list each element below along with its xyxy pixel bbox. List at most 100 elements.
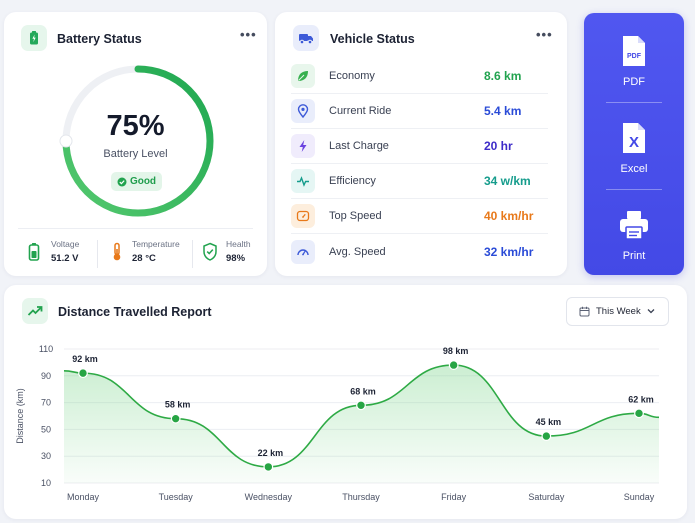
y-tick-label: 70 (41, 398, 51, 408)
data-label: 45 km (536, 417, 562, 427)
stat-label: Health (226, 239, 251, 249)
vehicle-row-economy: Economy 8.6 km (291, 59, 548, 94)
excel-badge-text: X (629, 134, 639, 151)
truck-icon (293, 25, 319, 51)
printer-icon (620, 211, 648, 240)
trending-up-icon (22, 298, 48, 324)
battery-percent: 75% (106, 110, 165, 142)
data-point (263, 462, 274, 472)
y-axis-label: Distance (km) (15, 388, 25, 444)
data-point (170, 413, 181, 424)
status-badge: Good (111, 172, 162, 191)
calendar-icon (579, 306, 590, 317)
leaf-icon (291, 64, 315, 88)
stat-label: Voltage (51, 239, 80, 249)
vehicle-row-top-speed: Top Speed 40 km/hr (291, 199, 548, 234)
x-tick-label: Monday (67, 492, 100, 502)
chevron-down-icon (647, 309, 655, 314)
battery-icon (28, 243, 40, 261)
export-excel-label: Excel (620, 163, 648, 175)
pdf-badge-text: PDF (627, 53, 642, 60)
y-tick-label: 10 (41, 478, 51, 488)
stat-value: 51.2 V (51, 253, 79, 264)
data-label: 62 km (628, 394, 654, 404)
vehicle-row-label: Efficiency (329, 175, 376, 187)
battery-level-label: Battery Level (103, 148, 168, 160)
pulse-icon (291, 169, 315, 193)
y-tick-label: 50 (41, 424, 51, 434)
divider (192, 240, 193, 268)
data-point (541, 431, 552, 441)
lightning-icon (291, 134, 315, 158)
export-pdf-label: PDF (623, 76, 645, 88)
week-range-dropdown[interactable]: This Week (566, 297, 669, 326)
stat-value: 98% (226, 253, 246, 264)
data-label: 22 km (258, 448, 284, 458)
vehicle-row-label: Economy (329, 70, 375, 82)
export-excel-button[interactable]: X Excel (584, 122, 684, 175)
y-tick-label: 90 (41, 371, 51, 381)
stat-temperature: Temperature 28 °C (110, 239, 180, 264)
vehicle-row-last-charge: Last Charge 20 hr (291, 129, 548, 164)
vehicle-status-card: Vehicle Status ••• Economy 8.6 km Curren… (275, 12, 567, 276)
vehicle-row-avg-speed: Avg. Speed 32 km/hr (291, 234, 548, 269)
export-pdf-button[interactable]: PDF PDF (584, 35, 684, 88)
export-print-button[interactable]: Print (584, 209, 684, 262)
battery-status-title: Battery Status (57, 32, 142, 46)
x-tick-label: Tuesday (159, 492, 194, 502)
data-label: 68 km (350, 386, 376, 396)
data-label: 92 km (72, 354, 98, 364)
data-point (356, 400, 366, 411)
divider (18, 228, 253, 229)
vehicle-row-value: 5.4 km (484, 104, 522, 118)
vehicle-menu-button[interactable]: ••• (536, 27, 553, 42)
vehicle-row-value: 8.6 km (484, 69, 522, 83)
week-range-label: This Week (596, 306, 641, 317)
battery-menu-button[interactable]: ••• (240, 27, 257, 42)
stat-label: Temperature (132, 239, 180, 249)
excel-file-icon: X (623, 123, 645, 153)
vehicle-row-current-ride: Current Ride 5.4 km (291, 94, 548, 129)
data-point (634, 408, 644, 419)
shield-check-icon (203, 242, 217, 261)
vehicle-row-value: 40 km/hr (484, 209, 534, 223)
divider (606, 189, 662, 190)
export-panel: PDF PDF X Excel Print (584, 13, 684, 275)
check-circle-icon (117, 177, 127, 186)
vehicle-status-title: Vehicle Status (330, 32, 415, 46)
gauge-icon (291, 239, 315, 264)
y-tick-label: 110 (39, 344, 53, 354)
thermometer-icon (113, 242, 121, 261)
vehicle-row-value: 32 km/hr (484, 244, 534, 259)
data-point (448, 360, 459, 370)
stat-value: 28 °C (132, 253, 156, 264)
distance-report-title: Distance Travelled Report (58, 305, 212, 319)
vehicle-row-label: Last Charge (329, 140, 389, 152)
location-pin-icon (291, 99, 315, 123)
x-tick-label: Sunday (624, 492, 655, 502)
area-fill (64, 365, 659, 483)
vehicle-row-value: 20 hr (484, 139, 513, 153)
distance-chart: 10 30 50 70 90 110 Distance (km) Monday Tuesday W… (15, 344, 660, 502)
x-tick-label: Thursday (342, 492, 380, 502)
battery-status-card: Battery Status ••• 75% Battery Level Goo… (4, 12, 267, 276)
pdf-file-icon: PDF (623, 36, 645, 66)
y-tick-label: 30 (41, 451, 51, 461)
vehicle-row-label: Avg. Speed (329, 245, 386, 258)
status-badge-label: Good (129, 176, 157, 187)
x-tick-label: Saturday (528, 492, 565, 502)
divider (97, 240, 98, 268)
gauge-knob (59, 134, 73, 148)
divider (606, 102, 662, 103)
export-print-label: Print (622, 250, 646, 262)
x-tick-label: Friday (441, 492, 467, 502)
speedometer-icon (291, 204, 315, 228)
stat-voltage: Voltage 51.2 V (27, 239, 79, 264)
battery-gauge (59, 65, 214, 217)
stat-health: Health 98% (202, 239, 251, 264)
data-label: 98 km (443, 346, 469, 356)
vehicle-row-label: Current Ride (329, 105, 392, 117)
data-label: 58 km (165, 400, 191, 410)
data-point (78, 368, 88, 379)
vehicle-row-value: 34 w/km (484, 174, 531, 188)
